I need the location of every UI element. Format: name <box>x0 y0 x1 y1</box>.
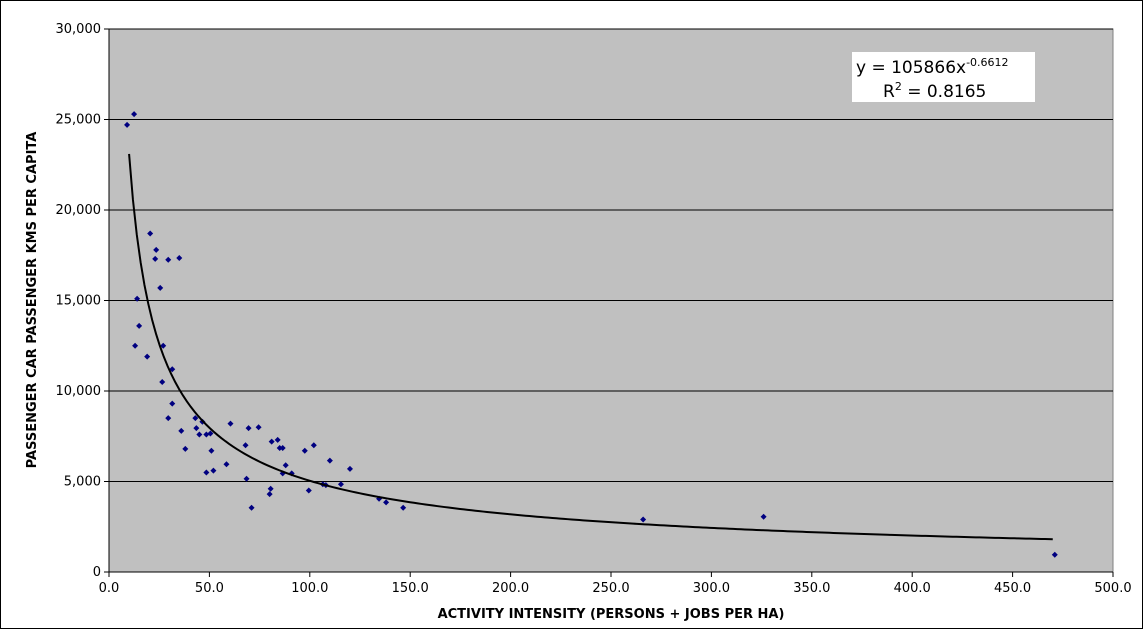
data-point <box>182 445 189 452</box>
y-tick-labels: 0 5,000 10,000 15,000 20,000 25,000 30,000 <box>56 22 102 580</box>
data-point <box>1051 551 1058 558</box>
data-point <box>276 445 283 452</box>
data-point <box>159 378 166 385</box>
data-point <box>134 295 141 302</box>
equation-box: y = 105866x-0.6612 R2 = 0.8165 <box>852 52 1035 102</box>
gridlines <box>109 28 1113 482</box>
data-point <box>282 462 289 469</box>
y-tick-label: 0 <box>93 565 101 580</box>
data-point <box>136 322 143 329</box>
data-point <box>132 342 139 349</box>
data-point <box>279 445 286 452</box>
r-squared-line: R2 = 0.8165 <box>883 80 986 102</box>
data-point <box>267 485 274 492</box>
x-tick-labels: 0.0 50.0 100.0 150.0 200.0 250.0 300.0 350.0 400… <box>99 581 1132 596</box>
data-point <box>165 256 172 263</box>
data-point <box>131 111 138 118</box>
equation-exponent: -0.6612 <box>966 56 1008 69</box>
x-tick-label: 500.0 <box>1094 581 1131 596</box>
data-point <box>640 516 647 523</box>
r-squared-exponent: 2 <box>895 80 902 93</box>
data-point <box>400 504 407 511</box>
axes <box>104 28 1114 577</box>
data-point <box>160 342 167 349</box>
data-point <box>255 424 262 431</box>
equation-prefix: y = 105866x <box>856 58 966 78</box>
data-point <box>268 438 275 445</box>
data-point <box>223 461 230 468</box>
y-axis-title: PASSENGER CAR PASSENGER KMS PER CAPITA <box>25 132 40 469</box>
data-point <box>165 415 172 422</box>
y-tick-label: 15,000 <box>56 294 102 309</box>
x-tick-label: 0.0 <box>99 581 120 596</box>
data-point <box>144 353 151 360</box>
x-tick-label: 100.0 <box>291 581 328 596</box>
data-point <box>210 467 217 474</box>
data-point <box>346 465 353 472</box>
data-point <box>196 431 203 438</box>
y-tick-label: 5,000 <box>64 475 101 490</box>
data-point <box>326 457 333 464</box>
data-point <box>152 255 159 262</box>
y-tick-label: 25,000 <box>56 113 102 128</box>
data-point <box>242 442 249 449</box>
x-tick-label: 450.0 <box>994 581 1031 596</box>
data-point <box>208 447 215 454</box>
r-squared-prefix: R <box>883 82 895 102</box>
y-tick-label: 30,000 <box>56 22 102 37</box>
data-point <box>243 475 250 482</box>
data-points <box>124 111 1058 558</box>
data-point <box>203 431 210 438</box>
x-tick-label: 400.0 <box>894 581 931 596</box>
x-tick-label: 350.0 <box>793 581 830 596</box>
data-point <box>301 447 308 454</box>
x-tick-label: 50.0 <box>195 581 224 596</box>
r-squared-value: = 0.8165 <box>902 82 987 102</box>
data-point <box>310 442 317 449</box>
y-tick-label: 20,000 <box>56 203 102 218</box>
data-point <box>274 436 281 443</box>
data-point <box>203 469 210 476</box>
data-point <box>157 284 164 291</box>
data-point <box>192 415 199 422</box>
x-tick-label: 250.0 <box>592 581 629 596</box>
data-point <box>147 230 154 237</box>
data-point <box>169 400 176 407</box>
x-tick-label: 150.0 <box>392 581 429 596</box>
data-point <box>193 425 200 432</box>
data-point <box>227 420 234 427</box>
data-point <box>178 427 185 434</box>
data-point <box>337 481 344 488</box>
y-tick-label: 10,000 <box>56 384 102 399</box>
data-point <box>176 254 183 261</box>
data-point <box>383 499 390 506</box>
data-point <box>248 504 255 511</box>
data-point <box>266 491 273 498</box>
data-point <box>760 513 767 520</box>
x-axis-title: ACTIVITY INTENSITY (PERSONS + JOBS PER H… <box>438 607 785 622</box>
x-tick-label: 200.0 <box>492 581 529 596</box>
x-tick-label: 300.0 <box>693 581 730 596</box>
data-point <box>245 425 252 432</box>
equation-line: y = 105866x-0.6612 <box>856 56 1009 78</box>
data-point <box>153 246 160 253</box>
data-point <box>305 487 312 494</box>
data-point <box>124 121 131 128</box>
equation-box-bg <box>852 52 1035 102</box>
power-trendline <box>128 153 1053 541</box>
data-point <box>207 430 214 437</box>
